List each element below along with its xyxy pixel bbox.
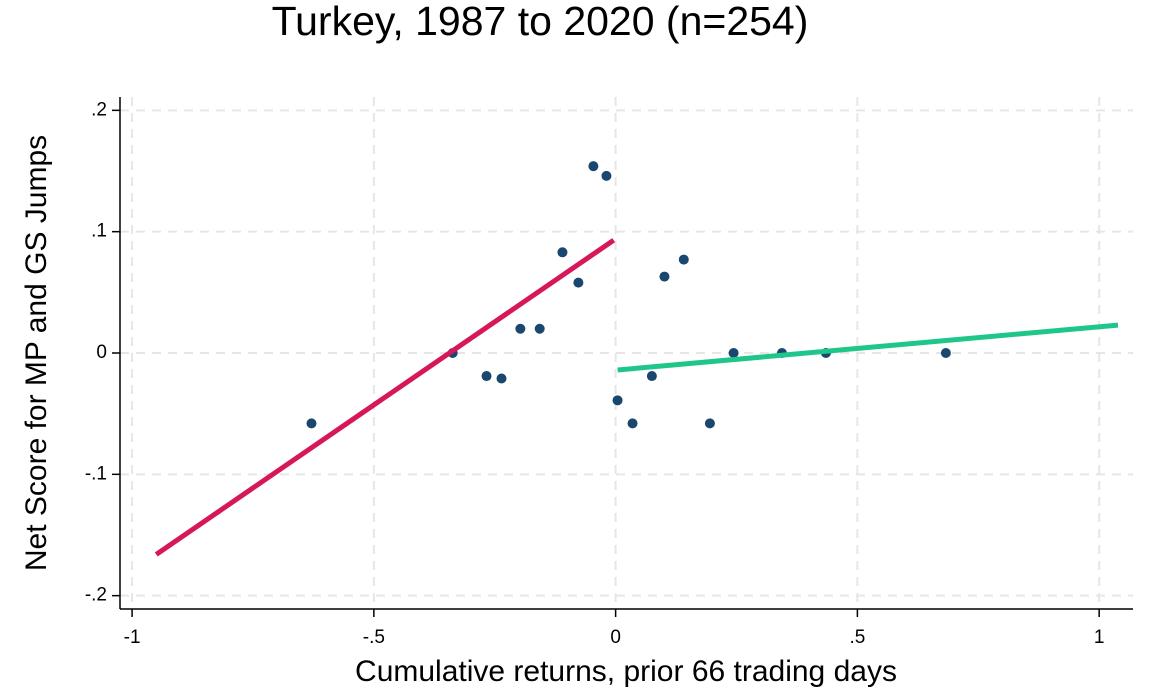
scatter-point	[728, 348, 739, 358]
x-tick-label: .5	[849, 627, 865, 648]
scatter-point	[573, 277, 584, 288]
x-tick-label: -.5	[363, 627, 385, 648]
y-tick-label: -.1	[85, 463, 107, 484]
scatter-point	[601, 170, 612, 181]
scatter-point	[588, 161, 599, 172]
scatter-point	[940, 348, 951, 358]
scatter-point	[515, 323, 526, 334]
scatter-point	[534, 323, 545, 334]
x-axis-label: Cumulative returns, prior 66 trading day…	[355, 655, 897, 688]
fit-line	[617, 322, 1119, 373]
scatter-point	[481, 371, 492, 382]
x-tick-label: 1	[1094, 627, 1105, 648]
scatter-point	[627, 418, 638, 429]
chart-title: Turkey, 1987 to 2020 (n=254)	[272, 0, 809, 44]
scatter-point	[612, 395, 623, 406]
scatter-point	[496, 373, 507, 384]
y-tick-label: .1	[91, 221, 107, 242]
y-tick-label: -.2	[85, 585, 107, 606]
scatter-point	[646, 371, 657, 382]
scatter-point	[704, 418, 715, 429]
x-tick-label: -1	[124, 627, 141, 648]
scatter-point	[306, 418, 317, 429]
y-tick-label: .2	[91, 99, 107, 120]
y-axis-label: Net Score for MP and GS Jumps	[20, 135, 53, 571]
scatter-point	[557, 247, 568, 258]
scatter-point	[659, 271, 670, 282]
scatter-point	[678, 254, 689, 265]
fit-line	[154, 238, 616, 557]
y-tick-label: 0	[96, 342, 107, 363]
x-tick-label: 0	[610, 627, 621, 648]
